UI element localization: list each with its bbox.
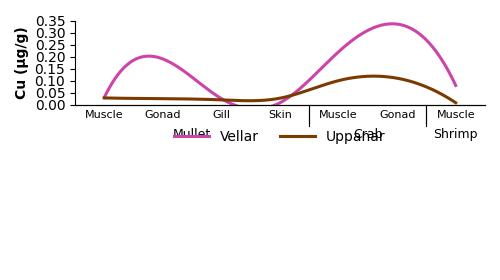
- Legend: Vellar, Uppanar: Vellar, Uppanar: [169, 125, 391, 150]
- Text: Crab: Crab: [353, 128, 382, 141]
- Y-axis label: Cu (µg/g): Cu (µg/g): [15, 26, 29, 99]
- Text: Mullet: Mullet: [173, 128, 212, 141]
- Text: Shrimp: Shrimp: [434, 128, 478, 141]
